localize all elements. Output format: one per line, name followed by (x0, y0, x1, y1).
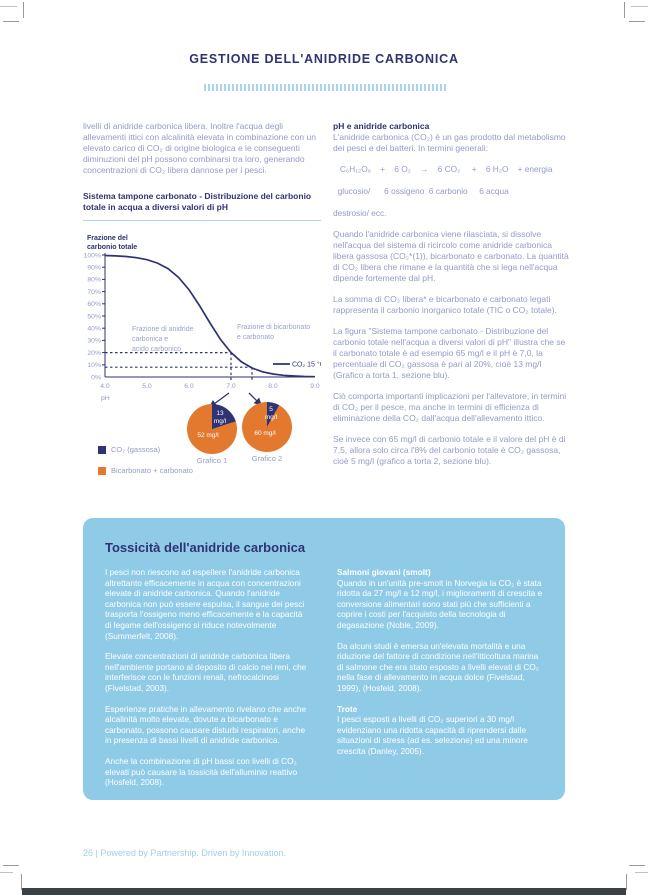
pie1-blue-label: 13 mg/l (213, 410, 227, 425)
legend-label: CO₂ (gassosa) (111, 445, 161, 454)
legend-item-bicarbonate: Bicarbonato + carbonato (98, 466, 193, 475)
region-label-left: Frazione di anidride (132, 326, 194, 333)
paragraph: L'anidride carbonica (CO₂) è un gas prod… (333, 132, 566, 153)
x-tick-label: 5.0 (142, 383, 152, 390)
x-axis-label: pH (101, 395, 110, 402)
right-column: pH e anidride carbonica L'anidride carbo… (333, 121, 571, 477)
chemical-equation: C₆H₁₂O₆ + 6 O₂ → 6 CO₂ + 6 H₂O + energia… (333, 164, 553, 218)
y-tick-label: 80% (87, 277, 101, 284)
y-tick-label: 50% (87, 313, 101, 320)
chart-heading-rule (83, 220, 321, 221)
paragraph: Ciò comporta importanti implicazioni per… (333, 391, 567, 423)
section-heading-ph: pH e anidride carbonica (333, 121, 430, 131)
subhead-salmon: Salmoni giovani (smolt) (337, 567, 431, 577)
x-tick-label: 4.0 (100, 383, 110, 390)
pie2-orange-label: 60 mg/l (254, 430, 276, 437)
line-plot: 100% 90% 80% 70% 60% 50% 40% 30% 20% 10%… (84, 252, 321, 402)
paragraph: La figura "Sistema tampone carbonato - D… (333, 326, 566, 380)
bicarbonate-swatch (98, 466, 106, 475)
title-hatched-divider (204, 84, 446, 91)
y-tick-label: 100% (84, 252, 101, 259)
bottom-bar (22, 888, 626, 895)
subhead-trout: Trote (337, 703, 358, 714)
page-title: GESTIONE DELL'ANIDRIDE CARBONICA (189, 52, 459, 66)
paragraph: Se invece con 65 mg/l di carbonio totale… (333, 434, 566, 466)
x-tick-label: 7.0 (226, 383, 236, 390)
left-column: livelli di anidride carbonica libera. In… (83, 121, 321, 186)
y-tick-marks (102, 254, 105, 366)
pie1-caption: Grafico 1 (196, 456, 228, 465)
curve-legend-label: CO₂ 15 °C (292, 361, 321, 369)
crop-mark-bottom-left (0, 872, 13, 873)
crop-mark-bottom-right (626, 874, 627, 890)
region-label-left: acido carbonico (132, 346, 181, 353)
y-tick-label: 70% (87, 289, 101, 296)
pie-chart-1: 13 mg/l 52 mg/l (187, 404, 237, 454)
x-tick-label: 8.0 (268, 383, 278, 390)
toxicity-box-title: Tossicità dell'anidride carbonica (105, 540, 306, 555)
region-label-right: Frazione di bicarbonato (237, 324, 310, 331)
y-tick-label: 60% (87, 301, 101, 308)
legend-label: Bicarbonato + carbonato (111, 466, 193, 475)
page-footer: 26 | Powered by Partnership. Driven by I… (83, 848, 286, 858)
paragraph: Quando in un'unità pre-smolt in Norvegia… (337, 577, 543, 630)
x-tick-label: 9.0 (310, 383, 320, 390)
crop-mark-top-right (624, 2, 625, 18)
y-tick-label: 10% (87, 362, 101, 369)
pie-chart-2: 5 mg/l 60 mg/l (242, 402, 292, 452)
y-axis-title: Frazione del carbonio totale (87, 235, 138, 251)
y-tick-label: 30% (87, 338, 101, 345)
dashed-reference-lines (105, 352, 253, 380)
carbonate-buffer-chart: Frazione del carbonio totale 100% 90% 80… (83, 232, 321, 486)
paragraph: Esperienze pratiche in allevamento rivel… (105, 703, 307, 746)
legend-item-co2: CO₂ (gassosa) (98, 445, 160, 454)
y-tick-label: 0% (91, 374, 101, 381)
paragraph: Quando l'anidride carbonica viene rilasc… (333, 229, 569, 283)
co2-gas-swatch (98, 445, 106, 454)
paragraph: I pesci esposti a livelli di CO₂ superio… (337, 714, 528, 756)
crop-mark-bottom-left (21, 874, 22, 890)
paragraph: I pesci non riescono ad espellere l'anid… (105, 567, 305, 641)
chart-section-heading: Sistema tampone carbonato - Distribuzion… (83, 191, 312, 212)
crop-mark-bottom-right (629, 865, 645, 866)
toxicity-info-box: Tossicità dell'anidride carbonica I pesc… (83, 518, 565, 800)
crop-mark-top-left (23, 2, 24, 18)
pie2-blue-label: 5 mg/l (264, 406, 278, 421)
pie1-orange-label: 52 mg/l (197, 432, 219, 439)
crop-mark-top-left (0, 6, 17, 7)
toxicity-box-columns: I pesci non riescono ad espellere l'anid… (105, 567, 543, 798)
y-tick-label: 20% (87, 350, 101, 357)
paragraph: Anche la combinazione di pH bassi con li… (105, 755, 298, 788)
crop-mark-bottom-right (635, 872, 648, 873)
co2-fraction-curve (104, 254, 316, 378)
region-label-right: e carbonato (237, 334, 274, 341)
paragraph: La somma di CO₂ libera* e bicarbonato e … (333, 294, 557, 315)
crop-mark-top-right (631, 6, 648, 7)
paragraph: Da alcuni studi è emersa un'elevata mort… (337, 640, 539, 693)
y-tick-label: 90% (87, 265, 101, 272)
toxicity-box-left-column: I pesci non riescono ad espellere l'anid… (105, 567, 311, 798)
crop-mark-top-right (629, 21, 645, 22)
paragraph: Elevate concentrazioni di anidride carbo… (105, 651, 307, 693)
intro-paragraph: livelli di anidride carbonica libera. In… (83, 121, 316, 175)
toxicity-box-right-column: Salmoni giovani (smolt) Quando in un'uni… (337, 567, 543, 798)
y-tick-label: 40% (87, 326, 101, 333)
x-tick-label: 6.0 (184, 383, 194, 390)
pie2-caption: Grafico 2 (251, 454, 283, 463)
crop-mark-bottom-left (3, 865, 19, 866)
crop-mark-top-left (3, 21, 19, 22)
region-label-left: carbonica e (132, 336, 168, 343)
